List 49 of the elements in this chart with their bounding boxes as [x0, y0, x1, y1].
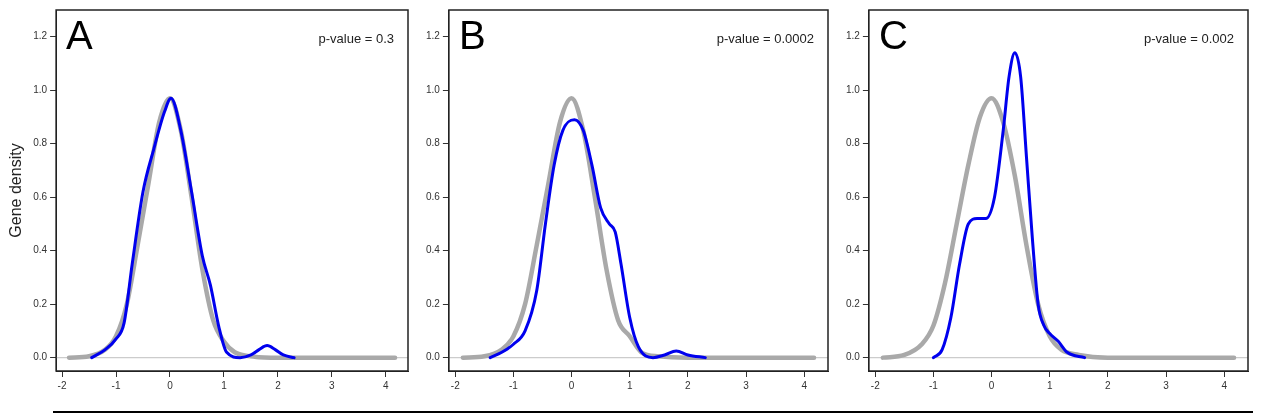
x-tick-label: 3 — [329, 379, 336, 391]
y-tick-label: 1.0 — [33, 83, 48, 95]
x-tick-label: 0 — [568, 379, 575, 391]
y-tick-label: 1.0 — [846, 83, 861, 95]
annotation: A — [66, 13, 94, 58]
y-tick-label: 1.0 — [426, 83, 441, 95]
y-tick-label: 0.0 — [846, 351, 861, 363]
y-tick-label: 0.8 — [426, 137, 441, 149]
x-tick-label: 1 — [221, 379, 228, 391]
annotation: B — [458, 13, 486, 58]
x-tick-label: 2 — [1105, 379, 1112, 391]
y-tick-label: 0.6 — [33, 190, 48, 202]
x-tick-label: -2 — [450, 379, 461, 391]
y-axis-title: Gene density — [7, 143, 25, 238]
annotation: C — [878, 13, 908, 58]
x-tick-label: 4 — [1221, 379, 1228, 391]
x-tick-label: 1 — [626, 379, 633, 391]
y-tick-label: 0.4 — [846, 244, 861, 256]
x-tick-label: 3 — [1163, 379, 1170, 391]
y-tick-label: 0.8 — [846, 137, 861, 149]
y-tick-label: 1.2 — [846, 30, 861, 42]
x-tick-label: -2 — [57, 379, 67, 391]
y-tick-label: 0.2 — [33, 297, 48, 309]
y-tick-label: 0.4 — [426, 244, 441, 256]
y-tick-label: 0.6 — [846, 190, 861, 202]
y-tick-label: 0.8 — [33, 137, 48, 149]
x-tick-label: 0 — [988, 379, 995, 391]
annotation: p-value = 0.002 — [1144, 30, 1234, 46]
y-tick-label: 0.4 — [33, 244, 48, 256]
y-tick-label: 0.0 — [426, 351, 441, 363]
y-tick-label: 0.2 — [426, 297, 441, 309]
y-tick-label: 0.0 — [33, 351, 48, 363]
x-tick-label: -1 — [928, 379, 939, 391]
annotation: p-value = 0.0002 — [716, 30, 814, 46]
x-tick-label: 0 — [167, 379, 174, 391]
x-tick-label: -1 — [111, 379, 121, 391]
y-tick-label: 0.2 — [846, 297, 861, 309]
annotation: p-value = 0.3 — [318, 30, 394, 46]
x-tick-label: 2 — [685, 379, 692, 391]
y-tick-label: 1.2 — [33, 30, 48, 42]
x-tick-label: 2 — [275, 379, 282, 391]
x-tick-label: -1 — [508, 379, 519, 391]
y-tick-label: 1.2 — [426, 30, 441, 42]
x-tick-label: 1 — [1046, 379, 1053, 391]
x-tick-label: 4 — [383, 379, 390, 391]
y-tick-label: 0.6 — [426, 190, 441, 202]
x-tick-label: 4 — [801, 379, 808, 391]
x-tick-label: 3 — [743, 379, 750, 391]
x-tick-label: -2 — [870, 379, 881, 391]
